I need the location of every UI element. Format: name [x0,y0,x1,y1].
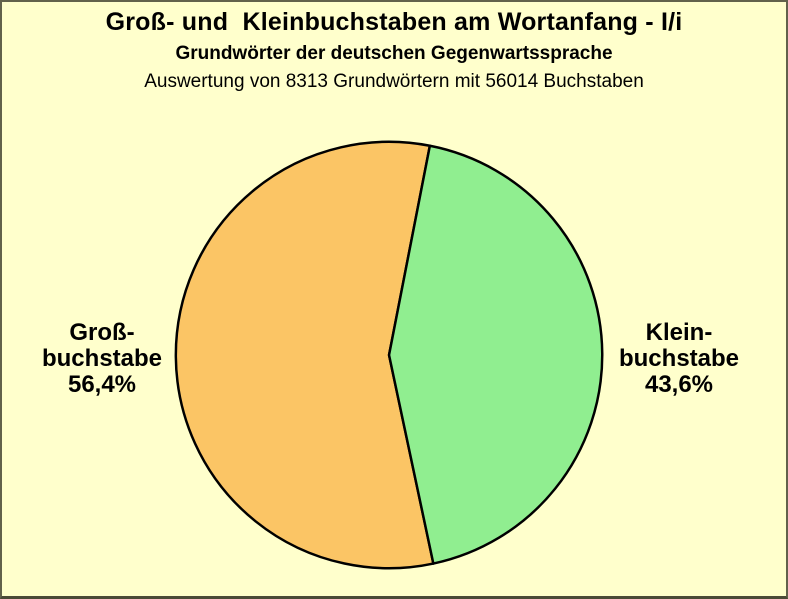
chart-subtitle: Grundwörter der deutschen Gegenwartsspra… [175,43,613,64]
chart-title: Groß- und Kleinbuchstaben am Wortanfang … [105,8,683,36]
pie-slice-grossbuchstabe [174,140,435,570]
chart-caption: Auswertung von 8313 Grundwörtern mit 560… [144,71,644,92]
pie-slice-kleinbuchstabe [387,144,604,565]
pie-label-grossbuchstabe: Groß- buchstabe 56,4% [41,319,163,398]
pie-label-kleinbuchstabe: Klein- buchstabe 43,6% [618,319,740,398]
